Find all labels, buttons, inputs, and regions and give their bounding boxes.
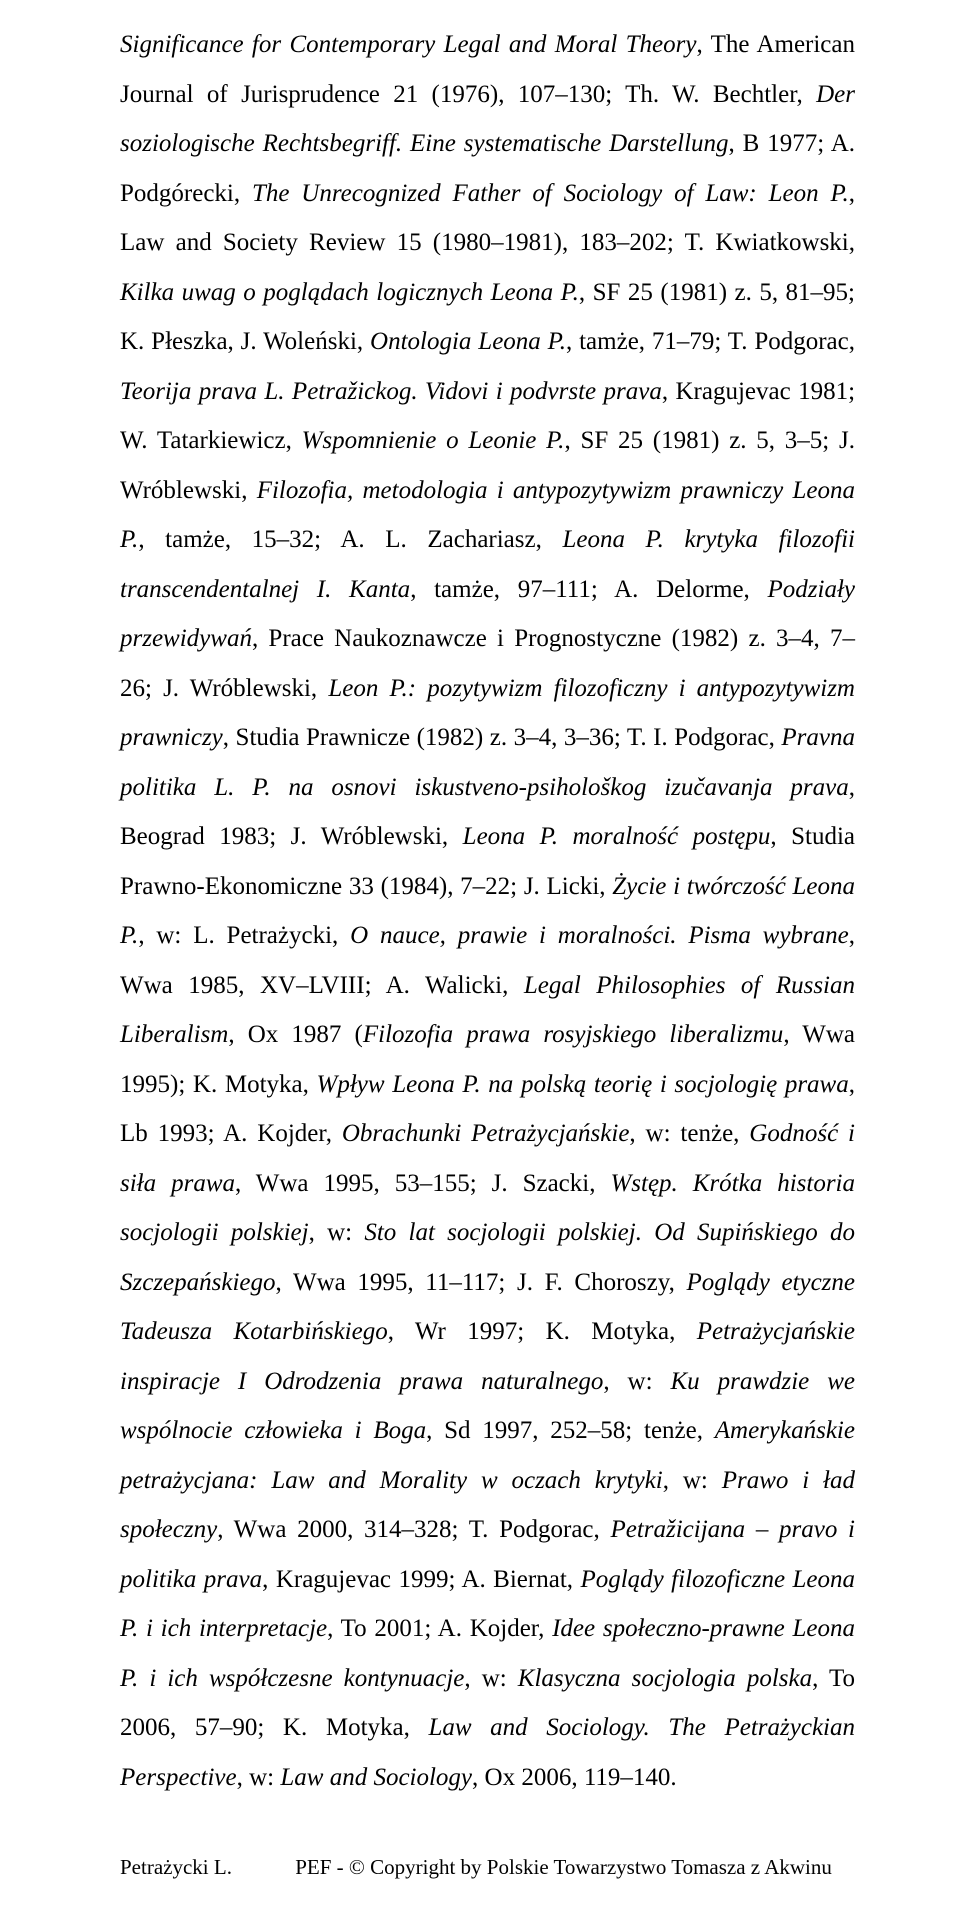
title-italic: The Unrecognized Father of Sociology of … — [252, 180, 849, 207]
text-run: , w: — [237, 1764, 281, 1791]
title-italic: O nauce, prawie i moralności. Pisma wybr… — [350, 922, 849, 949]
text-run: , tamże, 15–32; A. L. Zachariasz, — [138, 526, 562, 553]
page-footer: Petrażycki L. PEF - © Copyright by Polsk… — [120, 1855, 855, 1880]
text-run: , w: tenże, — [629, 1120, 749, 1147]
title-italic: Wpływ Leona P. na polską teorię i socjol… — [317, 1071, 849, 1098]
footer-author-name: Petrażycki L. — [120, 1855, 290, 1880]
title-italic: Klasyczna socjologia polska — [518, 1665, 812, 1692]
title-italic: Law and Sociology — [280, 1764, 472, 1791]
title-italic: Teorija prava L. Petražickog. Vidovi i p… — [120, 378, 662, 405]
title-italic: Obrachunki Petrażycjańskie — [342, 1120, 630, 1147]
title-italic: Wspomnienie o Leonie P. — [302, 427, 565, 454]
text-run: , w: — [603, 1368, 670, 1395]
bibliography-paragraph: Significance for Contemporary Legal and … — [120, 20, 855, 1802]
text-run: , w: — [309, 1219, 365, 1246]
text-run: , Wwa 1995, 53–155; J. Szacki, — [235, 1170, 610, 1197]
title-italic: Kilka uwag o poglądach logicznych Leona … — [120, 279, 579, 306]
title-italic: Ontologia Leona P. — [370, 328, 566, 355]
text-run: , w: — [663, 1467, 722, 1494]
text-run: , Ox 2006, 119–140. — [472, 1764, 677, 1791]
text-run: , To 2001; A. Kojder, — [327, 1615, 552, 1642]
text-run: , tamże, 71–79; T. Podgorac, — [566, 328, 855, 355]
text-run: , Sd 1997, 252–58; tenże, — [426, 1417, 715, 1444]
title-italic: Filozofia prawa rosyjskiego liberalizmu — [363, 1021, 783, 1048]
text-run: , Ox 1987 ( — [228, 1021, 363, 1048]
text-run: , tamże, 97–111; A. Delorme, — [410, 576, 767, 603]
title-italic: Significance for Contemporary Legal and … — [120, 31, 696, 58]
text-run: , Kragujevac 1999; A. Biernat, — [262, 1566, 580, 1593]
text-run: , Studia Prawnicze (1982) z. 3–4, 3–36; … — [223, 724, 782, 751]
text-run: , w: L. Petrażycki, — [138, 922, 350, 949]
text-run: , Wwa 1995, 11–117; J. F. Choroszy, — [276, 1269, 687, 1296]
document-page: Significance for Contemporary Legal and … — [0, 0, 960, 1915]
text-run: , w: — [464, 1665, 517, 1692]
text-run: , Wwa 2000, 314–328; T. Podgorac, — [217, 1516, 610, 1543]
title-italic: Leona P. moralność postępu — [463, 823, 771, 850]
footer-copyright: PEF - © Copyright by Polskie Towarzystwo… — [295, 1855, 832, 1879]
text-run: , Wr 1997; K. Motyka, — [388, 1318, 697, 1345]
